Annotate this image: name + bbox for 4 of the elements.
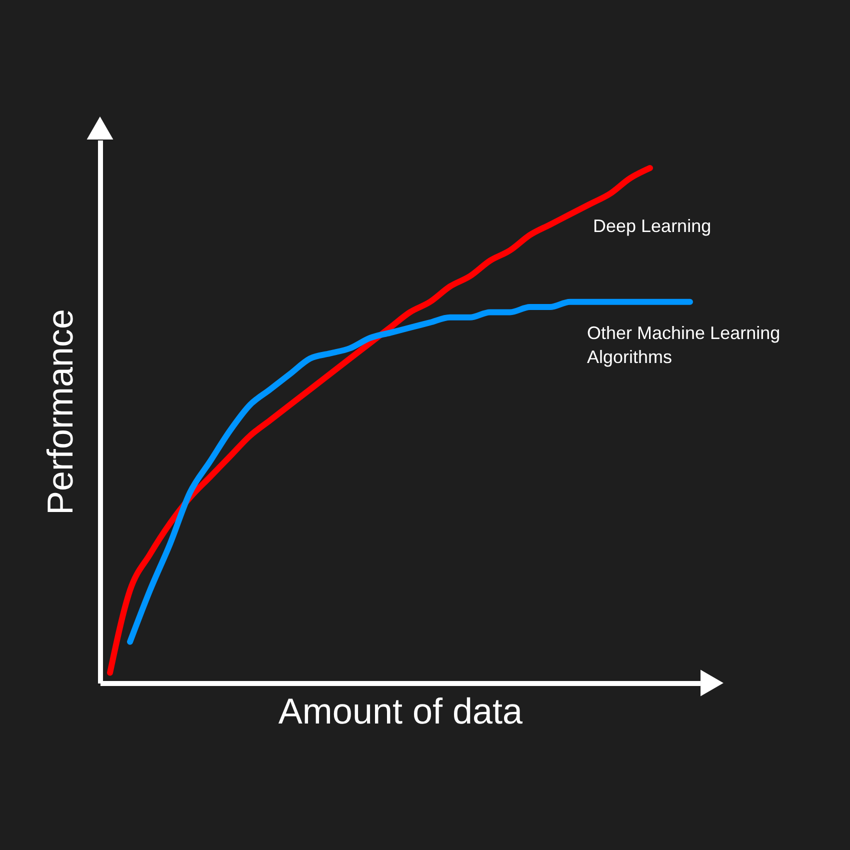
y-axis-title: Performance [40,308,80,516]
x-axis-title: Amount of data [278,690,524,732]
series-label: Other Machine Learning Algorithms [587,322,780,367]
series-label: Deep Learning [593,216,712,236]
